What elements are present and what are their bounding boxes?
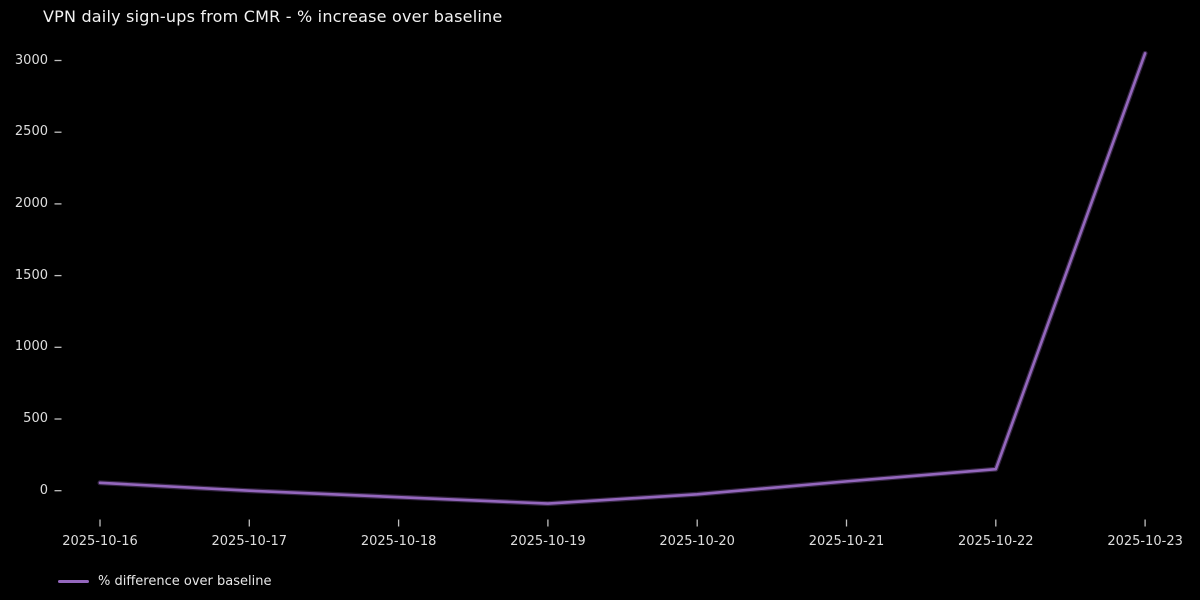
- x-tick-label: 2025-10-19: [510, 534, 586, 549]
- legend-label: % difference over baseline: [98, 573, 272, 589]
- x-tick-label: 2025-10-22: [958, 534, 1034, 549]
- series-line: [98, 52, 1147, 505]
- y-tick-label: 2000: [14, 195, 48, 211]
- y-tick-label: 500: [23, 411, 48, 426]
- x-tick-label: 2025-10-17: [211, 534, 288, 549]
- x-tick-label: 2025-10-16: [62, 534, 138, 549]
- y-tick-label: 3000: [14, 52, 48, 68]
- x-tick-label: 2025-10-20: [659, 534, 735, 549]
- y-tick-label: 1000: [14, 339, 48, 355]
- x-tick-label: 2025-10-23: [1107, 534, 1183, 549]
- series-line-glow: [97, 50, 1148, 507]
- y-tick-label: 2500: [14, 124, 48, 140]
- y-tick-label: 1500: [14, 267, 48, 283]
- legend: % difference over baseline: [58, 570, 271, 592]
- legend-line-swatch: [58, 579, 89, 583]
- y-tick-label: 0: [39, 482, 48, 498]
- chart-title: VPN daily sign-ups from CMR - % increase…: [43, 7, 503, 26]
- x-tick-label: 2025-10-21: [808, 534, 885, 549]
- x-tick-label: 2025-10-18: [360, 534, 437, 549]
